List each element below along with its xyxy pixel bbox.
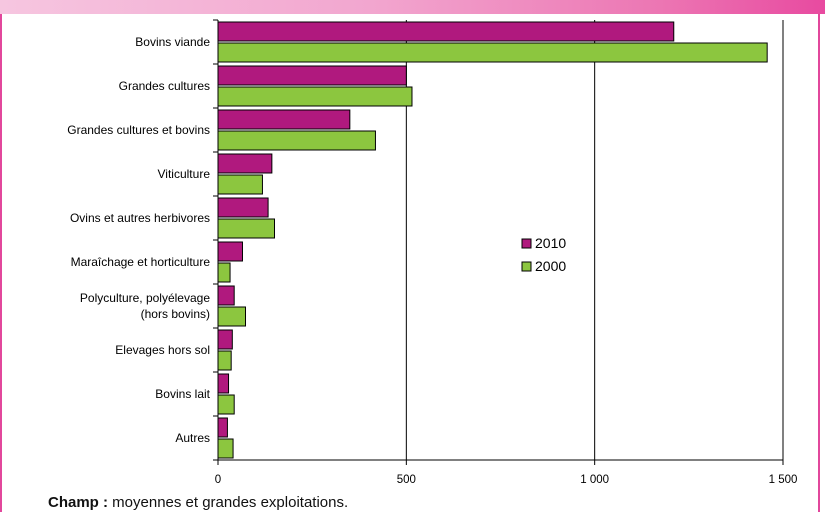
category-label-2: Grandes cultures et bovins <box>67 123 210 137</box>
category-label-4: Ovins et autres herbivores <box>70 211 210 225</box>
legend-swatch-2010 <box>521 238 532 249</box>
bar-2000-2 <box>217 130 376 151</box>
bar-2000-5 <box>217 262 231 283</box>
bar-2000-9 <box>217 438 234 459</box>
category-label-8: Bovins lait <box>155 387 210 401</box>
bar-2000-0 <box>217 42 768 63</box>
category-label-0: Bovins viande <box>135 35 210 49</box>
bar-2010-9 <box>217 417 228 438</box>
scope-note-text: moyennes et grandes exploitations. <box>108 494 349 511</box>
bar-2000-1 <box>217 86 413 107</box>
figure-frame <box>0 14 820 512</box>
bar-2000-7 <box>217 350 232 371</box>
bar-2010-7 <box>217 329 233 350</box>
bar-2010-3 <box>217 153 273 174</box>
category-label-3: Viticulture <box>158 167 211 181</box>
legend-label-2010: 2010 <box>535 235 566 251</box>
x-tick-label-1: 500 <box>397 474 416 486</box>
bar-2000-6 <box>217 306 246 327</box>
scope-note: Champ : moyennes et grandes exploitation… <box>48 494 348 511</box>
bar-chart: 0 500 1 000 1 500 Bovins viande Grandes cultu… <box>67 19 798 486</box>
bar-2010-5 <box>217 241 243 262</box>
category-label-5: Maraîchage et horticulture <box>71 255 211 269</box>
x-tick-label-2: 1 000 <box>580 474 609 486</box>
category-label-6-1: (hors bovins) <box>141 307 210 321</box>
bar-2010-6 <box>217 285 235 306</box>
legend-swatch-2000 <box>521 261 532 272</box>
bar-2010-4 <box>217 197 269 218</box>
scope-note-label: Champ : <box>48 494 108 511</box>
header-band <box>0 0 825 14</box>
category-label-7: Elevages hors sol <box>115 343 210 357</box>
category-label-9: Autres <box>175 431 210 445</box>
category-label-1: Grandes cultures <box>119 79 210 93</box>
bar-2010-8 <box>217 373 230 394</box>
x-tick-label-3: 1 500 <box>769 474 798 486</box>
bar-2000-8 <box>217 394 235 415</box>
category-label-6-0: Polyculture, polyélevage <box>80 291 210 305</box>
bar-2000-4 <box>217 218 275 239</box>
bar-2000-3 <box>217 174 263 195</box>
x-tick-label-0: 0 <box>215 474 221 486</box>
bar-2010-2 <box>217 109 351 130</box>
bar-2010-0 <box>217 21 675 42</box>
bar-2010-1 <box>217 65 407 86</box>
legend-label-2000: 2000 <box>535 258 566 274</box>
